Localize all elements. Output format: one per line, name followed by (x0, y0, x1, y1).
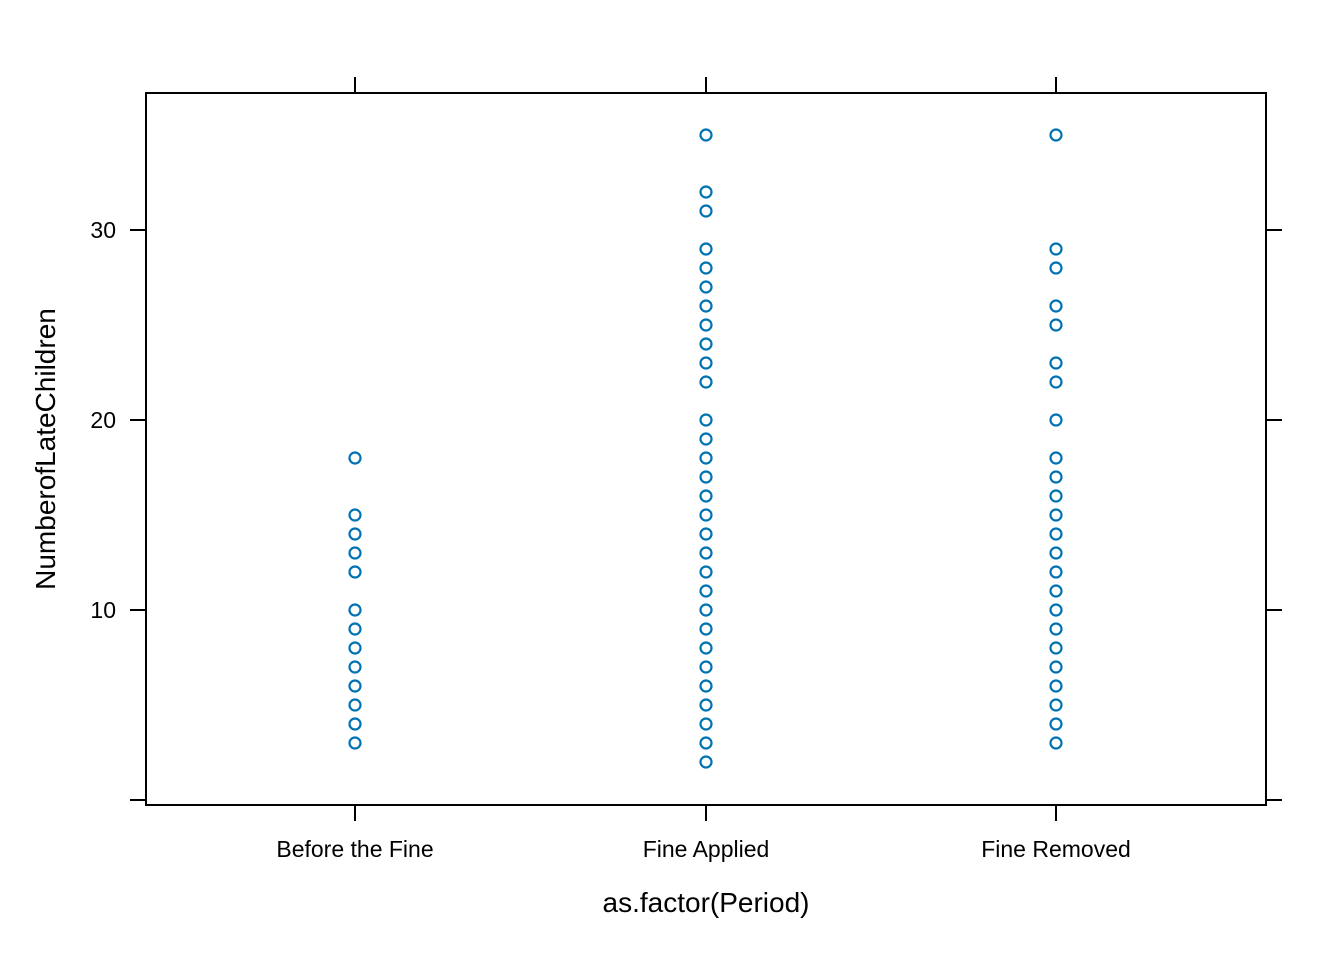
x-tick-label: Fine Applied (643, 836, 770, 862)
data-point (1049, 318, 1063, 332)
data-point (1049, 375, 1063, 389)
x-tick-label: Before the Fine (276, 836, 433, 862)
data-point (1049, 736, 1063, 750)
data-point (699, 736, 713, 750)
y-axis-title: NumberofLateChildren (30, 308, 61, 590)
data-point (1049, 413, 1063, 427)
data-point (699, 584, 713, 598)
data-point (1049, 660, 1063, 674)
data-point (699, 641, 713, 655)
data-point (699, 299, 713, 313)
data-point (699, 242, 713, 256)
data-point (348, 451, 362, 465)
data-point (1049, 451, 1063, 465)
data-point (699, 603, 713, 617)
data-point (348, 508, 362, 522)
data-point (699, 679, 713, 693)
data-point (348, 527, 362, 541)
y-axis-tick-labels: 10 20 30 (90, 217, 116, 623)
data-point (1049, 679, 1063, 693)
data-point (348, 546, 362, 560)
data-point (699, 508, 713, 522)
y-tick-label: 20 (90, 407, 116, 433)
data-point (348, 679, 362, 693)
data-point (1049, 242, 1063, 256)
x-axis-ticks (354, 77, 1057, 821)
data-point (1049, 698, 1063, 712)
y-axis-ticks (130, 229, 1282, 801)
x-axis-tick-labels: Before the Fine Fine Applied Fine Removed (276, 836, 1130, 862)
data-point (348, 641, 362, 655)
data-point (1049, 470, 1063, 484)
data-point (1049, 261, 1063, 275)
data-point (699, 717, 713, 731)
data-point (699, 432, 713, 446)
data-point (699, 489, 713, 503)
data-point (699, 128, 713, 142)
y-tick-label: 10 (90, 597, 116, 623)
data-point (348, 736, 362, 750)
x-tick-label: Fine Removed (981, 836, 1131, 862)
data-point (699, 660, 713, 674)
data-point (1049, 508, 1063, 522)
data-point (699, 565, 713, 579)
data-point (348, 622, 362, 636)
plot-panel-border (145, 92, 1267, 806)
data-point (699, 470, 713, 484)
data-point (699, 622, 713, 636)
data-point (699, 318, 713, 332)
data-point (1049, 128, 1063, 142)
data-point (699, 451, 713, 465)
data-point (699, 527, 713, 541)
data-point (1049, 641, 1063, 655)
y-tick-label: 30 (90, 217, 116, 243)
data-point (699, 375, 713, 389)
x-axis-title: as.factor(Period) (603, 887, 810, 918)
data-point (699, 185, 713, 199)
data-point (348, 603, 362, 617)
data-point (699, 356, 713, 370)
data-points (348, 128, 1063, 769)
data-point (348, 660, 362, 674)
data-point (348, 698, 362, 712)
data-point (699, 546, 713, 560)
data-point (1049, 565, 1063, 579)
data-point (1049, 717, 1063, 731)
data-point (699, 413, 713, 427)
data-point (699, 204, 713, 218)
data-point (1049, 546, 1063, 560)
data-point (699, 280, 713, 294)
data-point (348, 717, 362, 731)
data-point (1049, 584, 1063, 598)
data-point (699, 755, 713, 769)
data-point (348, 565, 362, 579)
data-point (1049, 622, 1063, 636)
data-point (699, 698, 713, 712)
data-point (1049, 489, 1063, 503)
data-point (699, 261, 713, 275)
data-point (1049, 299, 1063, 313)
data-point (1049, 527, 1063, 541)
data-point (1049, 603, 1063, 617)
data-point (1049, 356, 1063, 370)
data-point (699, 337, 713, 351)
